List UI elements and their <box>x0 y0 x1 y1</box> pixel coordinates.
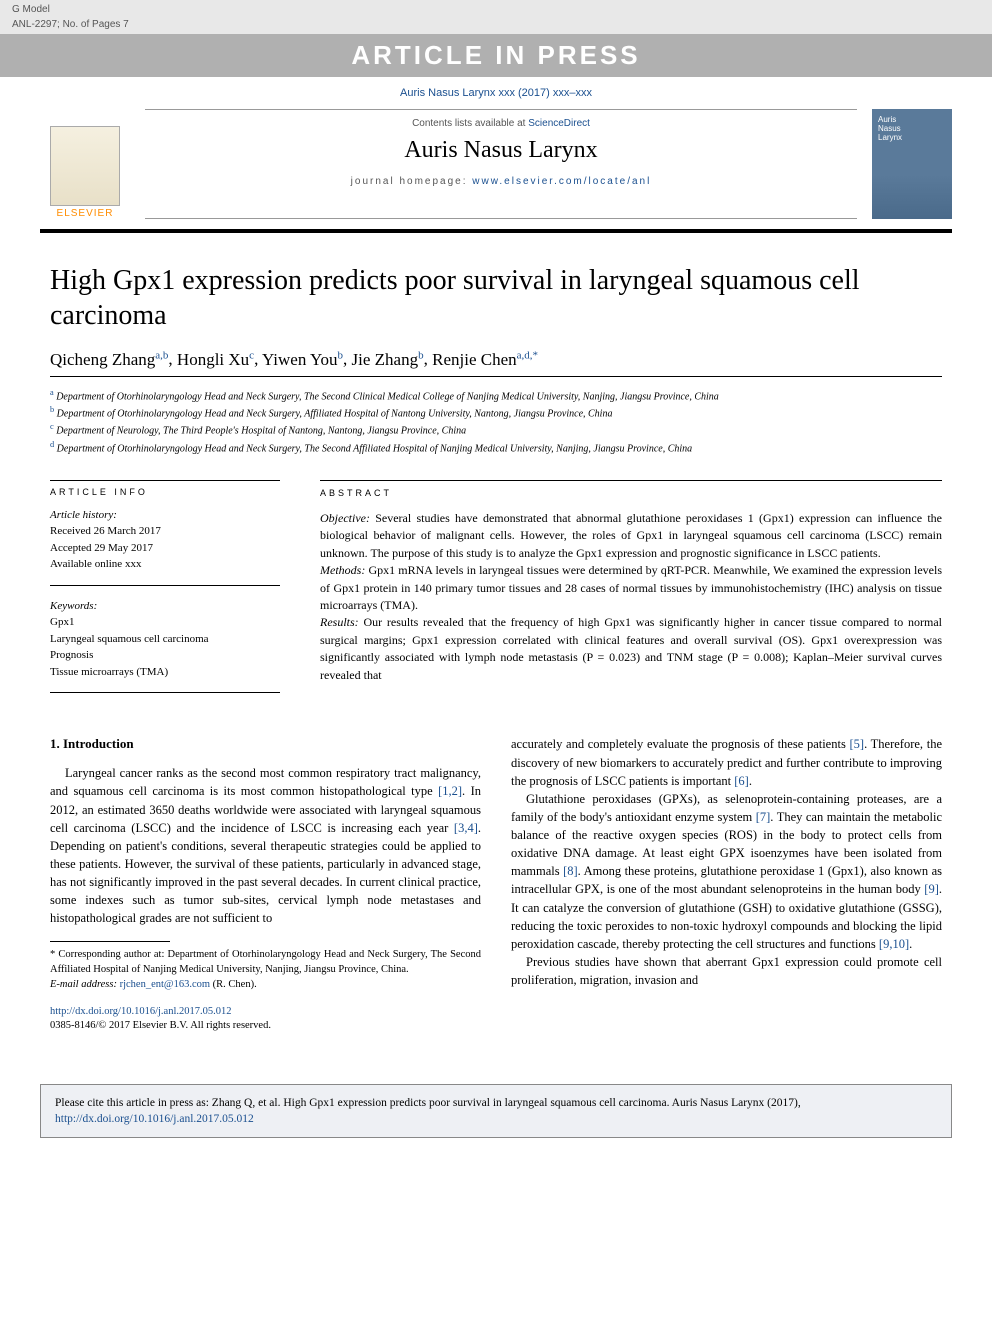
keywords-block: Keywords: Gpx1 Laryngeal squamous cell c… <box>50 598 280 694</box>
intro-p1-cont: accurately and completely evaluate the p… <box>511 735 942 789</box>
keywords-label: Keywords: <box>50 598 280 615</box>
homepage-line: journal homepage: www.elsevier.com/locat… <box>145 176 857 187</box>
article-content: High Gpx1 expression predicts poor survi… <box>0 233 992 1064</box>
abstract-methods: Methods: Gpx1 mRNA levels in laryngeal t… <box>320 562 942 614</box>
article-title: High Gpx1 expression predicts poor survi… <box>50 263 942 333</box>
abstract-objective: Objective: Several studies have demonstr… <box>320 510 942 562</box>
sciencedirect-link[interactable]: ScienceDirect <box>528 118 590 129</box>
press-banner: ARTICLE IN PRESS <box>0 34 992 77</box>
contents-line: Contents lists available at ScienceDirec… <box>145 118 857 129</box>
keyword: Tissue microarrays (TMA) <box>50 664 280 681</box>
author: Yiwen Youb <box>262 350 343 369</box>
article-info: ARTICLE INFO Article history: Received 2… <box>50 480 280 706</box>
journal-center: Contents lists available at ScienceDirec… <box>145 109 857 219</box>
history-line: Received 26 March 2017 <box>50 523 280 540</box>
ref-link[interactable]: [1,2] <box>438 784 462 798</box>
journal-cover: Auris Nasus Larynx <box>872 109 952 219</box>
ref-link[interactable]: [3,4] <box>454 821 478 835</box>
intro-heading: 1. Introduction <box>50 735 481 754</box>
affiliation: a Department of Otorhinolaryngology Head… <box>50 387 942 404</box>
contents-prefix: Contents lists available at <box>412 118 528 129</box>
email-footnote: E-mail address: rjchen_ent@163.com (R. C… <box>50 978 481 993</box>
citation-header: Auris Nasus Larynx xxx (2017) xxx–xxx <box>0 77 992 109</box>
doi-link[interactable]: http://dx.doi.org/10.1016/j.anl.2017.05.… <box>50 1006 232 1017</box>
ref-link[interactable]: [9] <box>924 882 939 896</box>
ref-link[interactable]: [9,10] <box>879 937 909 951</box>
intro-p3: Previous studies have shown that aberran… <box>511 953 942 989</box>
affiliations: a Department of Otorhinolaryngology Head… <box>50 387 942 456</box>
author: Hongli Xuc <box>177 350 254 369</box>
ref-link[interactable]: [7] <box>756 810 771 824</box>
authors-line: Qicheng Zhanga,b, Hongli Xuc, Yiwen Youb… <box>50 349 942 370</box>
ref-link[interactable]: [6] <box>734 774 749 788</box>
abstract-heading: ABSTRACT <box>320 487 942 500</box>
copyright-line: 0385-8146/© 2017 Elsevier B.V. All right… <box>50 1019 481 1034</box>
cite-box: Please cite this article in press as: Zh… <box>40 1084 952 1138</box>
ref-link[interactable]: [5] <box>850 737 865 751</box>
affiliation: c Department of Neurology, The Third Peo… <box>50 421 942 438</box>
author: Qicheng Zhanga,b <box>50 350 168 369</box>
author: Renjie Chena,d,* <box>432 350 538 369</box>
abstract-results: Results: Our results revealed that the f… <box>320 614 942 684</box>
journal-name: Auris Nasus Larynx <box>145 137 857 164</box>
history-label: Article history: <box>50 507 280 524</box>
homepage-link[interactable]: www.elsevier.com/locate/anl <box>472 176 651 187</box>
gmodel-code-bar: ANL-2297; No. of Pages 7 <box>0 19 992 34</box>
cover-text: Auris Nasus Larynx <box>878 115 946 142</box>
email-link[interactable]: rjchen_ent@163.com <box>120 979 210 990</box>
history-line: Accepted 29 May 2017 <box>50 540 280 557</box>
keyword: Laryngeal squamous cell carcinoma <box>50 631 280 648</box>
cite-doi-link[interactable]: http://dx.doi.org/10.1016/j.anl.2017.05.… <box>55 1113 254 1125</box>
abstract: ABSTRACT Objective: Several studies have… <box>320 480 942 706</box>
affiliation: b Department of Otorhinolaryngology Head… <box>50 404 942 421</box>
doi-block: http://dx.doi.org/10.1016/j.anl.2017.05.… <box>50 1005 481 1034</box>
footnotes: * Corresponding author at: Department of… <box>50 948 481 992</box>
info-abstract-row: ARTICLE INFO Article history: Received 2… <box>50 480 942 706</box>
intro-p2: Glutathione peroxidases (GPXs), as selen… <box>511 790 942 953</box>
article-history: Article history: Received 26 March 2017 … <box>50 507 280 586</box>
homepage-prefix: journal homepage: <box>351 176 473 187</box>
journal-header: ELSEVIER Contents lists available at Sci… <box>0 109 992 219</box>
affiliation: d Department of Otorhinolaryngology Head… <box>50 439 942 456</box>
keyword: Gpx1 <box>50 614 280 631</box>
elsevier-logo[interactable]: ELSEVIER <box>40 109 130 219</box>
corresponding-footnote: * Corresponding author at: Department of… <box>50 948 481 977</box>
body-section: 1. Introduction Laryngeal cancer ranks a… <box>50 735 942 1033</box>
author: Jie Zhangb <box>352 350 424 369</box>
cite-text: Please cite this article in press as: Zh… <box>55 1097 801 1109</box>
elsevier-text: ELSEVIER <box>57 208 114 219</box>
elsevier-tree-icon <box>50 126 120 206</box>
keyword: Prognosis <box>50 647 280 664</box>
history-line: Available online xxx <box>50 556 280 573</box>
gmodel-code: ANL-2297; No. of Pages 7 <box>12 19 129 30</box>
footnote-rule <box>50 941 170 942</box>
author-rule <box>50 376 942 377</box>
gmodel-bar: G Model <box>0 0 992 19</box>
intro-p1: Laryngeal cancer ranks as the second mos… <box>50 764 481 927</box>
gmodel-label: G Model <box>12 4 50 15</box>
ref-link[interactable]: [8] <box>563 864 578 878</box>
article-info-heading: ARTICLE INFO <box>50 480 280 497</box>
